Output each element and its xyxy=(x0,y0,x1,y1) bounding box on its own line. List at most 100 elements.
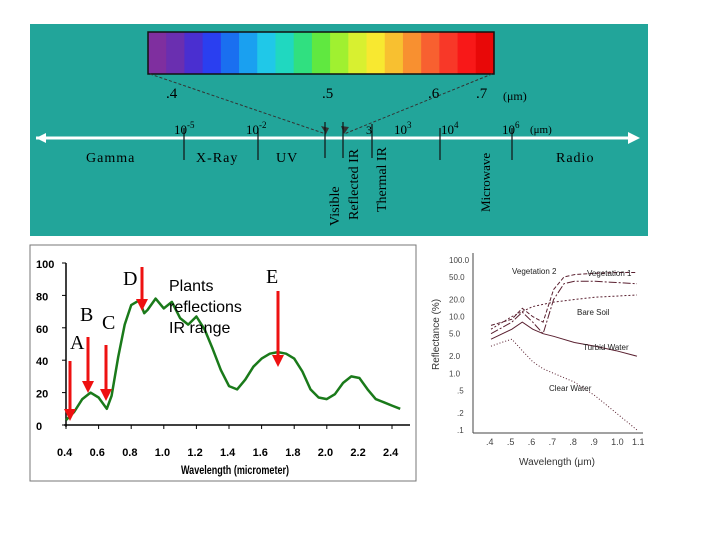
left-xtick-label-4: 1.2 xyxy=(187,447,202,459)
right-ytick-label-8: .2 xyxy=(457,409,464,418)
series-label-clear-water: Clear Water xyxy=(549,384,592,393)
color-bar-border xyxy=(147,31,495,75)
visible-tick-0: .4 xyxy=(166,86,178,102)
leader-line-right xyxy=(343,73,493,135)
left-chart-frame xyxy=(29,244,417,482)
annotation-line-1: reflections xyxy=(169,299,242,316)
right-chart-axes: 100.0 50.0 20.0 10.0 5.0 2.0 1.0 .5 .2 .1 .4 .5 .6 .7… xyxy=(449,253,645,447)
right-series-line-bare-soil xyxy=(490,294,638,330)
left-ytick-label-5: 0 xyxy=(36,421,42,433)
axis-arrow-left xyxy=(36,133,46,143)
left-ytick-label-3: 40 xyxy=(36,356,48,368)
right-series-line-vegetation-2 xyxy=(490,272,637,326)
exp-tick-1: 10-2 xyxy=(246,120,267,137)
exp-tick-4: 104 xyxy=(441,120,459,137)
left-xtick-label-2: 0.8 xyxy=(122,447,137,459)
color-band-8 xyxy=(293,32,313,74)
exp-tick-5: 106 xyxy=(502,120,520,137)
left-xtick-label-5: 1.4 xyxy=(220,447,236,459)
left-xtick-label-0: 0.4 xyxy=(57,447,73,459)
color-band-16 xyxy=(439,32,459,74)
visible-tick-1: .5 xyxy=(322,86,333,102)
right-xtick-label-1: .5 xyxy=(507,437,515,447)
right-xtick-label-2: .6 xyxy=(528,437,536,447)
right-xtick-label-4: .8 xyxy=(569,437,577,447)
left-ytick-label-1: 80 xyxy=(36,291,48,303)
color-band-5 xyxy=(239,32,258,74)
left-xtick-label-1: 0.6 xyxy=(90,447,105,459)
right-ytick-label-2: 20.0 xyxy=(449,296,465,305)
color-band-1 xyxy=(166,32,186,74)
exp-tick-2: 3 xyxy=(366,123,372,137)
color-band-12 xyxy=(366,32,386,74)
right-chart-xlabel: Wavelength (μm) xyxy=(519,457,595,468)
color-band-4 xyxy=(220,32,240,74)
left-chart-xlabel: Wavelength (micrometer) xyxy=(181,463,289,477)
color-band-2 xyxy=(184,32,204,74)
marker-label-d: D xyxy=(123,268,137,290)
marker-label-b: B xyxy=(80,304,93,326)
left-xtick-label-8: 2.0 xyxy=(318,447,333,459)
series-label-vegetation-1: Vegetation 1 xyxy=(587,269,632,278)
right-ytick-label-6: 1.0 xyxy=(449,369,461,378)
right-xtick-label-3: .7 xyxy=(549,437,557,447)
leader-line-left xyxy=(149,73,327,135)
series-label-bare-soil: Bare Soil xyxy=(577,308,610,317)
color-band-17 xyxy=(457,32,477,74)
color-band-0 xyxy=(148,32,167,74)
right-series-line-turbid-water xyxy=(490,321,638,357)
region-radio: Radio xyxy=(556,151,594,166)
left-xtick-label-6: 1.6 xyxy=(253,447,268,459)
right-chart-series xyxy=(490,272,638,431)
color-band-9 xyxy=(311,32,331,74)
color-band-13 xyxy=(384,32,404,74)
spectrum-diagram: .4 .5 .6 .7 (μm) 10-5 10-2 3 103 104 106… xyxy=(36,31,640,226)
color-band-18 xyxy=(475,32,495,74)
left-chart-series xyxy=(65,297,401,421)
visible-tick-3: .7 xyxy=(476,86,488,102)
right-series-line-vegetation-1 xyxy=(490,280,638,335)
left-chart-markers: AB CD E xyxy=(64,266,284,421)
label-microwave: Microwave xyxy=(478,153,493,212)
left-xtick-label-7: 1.8 xyxy=(285,447,300,459)
left-series-line xyxy=(65,297,401,421)
region-uv: UV xyxy=(276,151,298,166)
exp-tick-0: 10-5 xyxy=(174,120,195,137)
marker-arrow-head-c xyxy=(100,389,112,401)
region-gamma: Gamma xyxy=(86,151,135,166)
marker-label-e: E xyxy=(266,266,278,288)
series-label-turbid-water: Turbid Water xyxy=(583,343,629,352)
annotation-line-0: Plants xyxy=(169,278,214,295)
marker-label-c: C xyxy=(102,312,115,334)
right-series-line-clear-water xyxy=(490,338,638,431)
visible-unit: (μm) xyxy=(503,89,527,103)
right-ytick-label-4: 5.0 xyxy=(449,330,461,339)
axis-arrow-right xyxy=(628,132,640,144)
color-band-15 xyxy=(421,32,440,74)
color-band-7 xyxy=(275,32,295,74)
right-ytick-label-7: .5 xyxy=(457,386,464,395)
label-reflected-ir: Reflected IR xyxy=(347,148,362,220)
visible-tick-2: .6 xyxy=(428,86,440,102)
left-ytick-label-0: 100 xyxy=(36,259,54,271)
label-visible: Visible xyxy=(328,186,343,226)
color-band-10 xyxy=(330,32,349,74)
marker-label-a: A xyxy=(70,332,85,354)
color-band-14 xyxy=(402,32,422,74)
right-ytick-label-1: 50.0 xyxy=(449,273,465,282)
marker-arrow-head-d xyxy=(136,299,148,311)
surface-reflectance-chart: 100.0 50.0 20.0 10.0 5.0 2.0 1.0 .5 .2 .1 .4 .5 .6 .7… xyxy=(431,253,645,468)
right-ytick-label-5: 2.0 xyxy=(449,352,461,361)
left-xtick-label-3: 1.0 xyxy=(155,447,170,459)
marker-arrow-head-e xyxy=(272,355,284,367)
right-ytick-label-0: 100.0 xyxy=(449,256,470,265)
right-xtick-label-0: .4 xyxy=(486,437,494,447)
marker-arrow-head-a xyxy=(64,409,76,421)
right-xtick-label-6: 1.0 xyxy=(611,437,624,447)
color-band-6 xyxy=(257,32,277,74)
exp-tick-3: 103 xyxy=(394,120,412,137)
right-xtick-label-7: 1.1 xyxy=(632,437,645,447)
right-xtick-label-5: .9 xyxy=(590,437,598,447)
left-xtick-label-9: 2.2 xyxy=(350,447,365,459)
left-ytick-label-4: 20 xyxy=(36,389,48,401)
